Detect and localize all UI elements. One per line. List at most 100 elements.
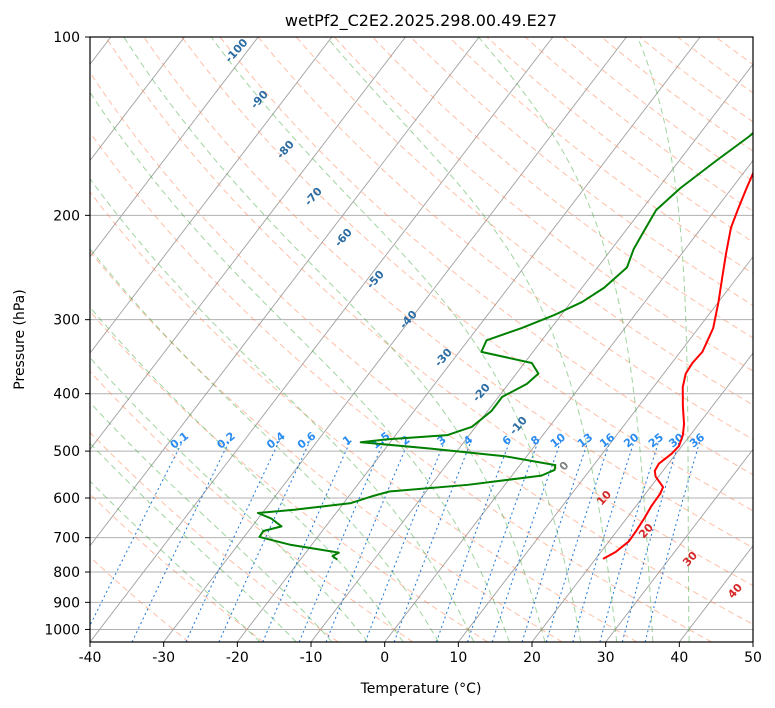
y-tick-label: 800 [53,565,80,581]
mixing-ratio-line [90,440,184,627]
isotherm-line [90,37,333,354]
mixing-ratio-label: 36 [687,430,707,450]
isotherm-label: -20 [470,381,493,405]
moist-adiabat-line [123,37,546,642]
x-tick-label: 0 [380,650,389,666]
isotherm-line [90,37,406,451]
adiabat-label: 40 [725,581,745,601]
mixing-ratio-line [644,440,701,642]
mixing-ratio-line [467,440,539,642]
isotherm-line [90,37,554,642]
moist-adiabat-line [90,91,510,642]
mixing-ratio-line [521,440,589,642]
mixing-ratio-line [262,440,352,642]
moist-adiabat-line [210,37,582,642]
dry-adiabat-line [90,493,264,642]
adiabat-label: 30 [680,549,700,569]
dry-adiabat-line [295,37,753,406]
isotherm-line [384,159,753,642]
x-axis-label: Temperature (°C) [360,681,482,697]
dry-adiabat-line [90,370,414,642]
mixing-ratio-line [325,440,410,642]
mixing-ratio-label: 13 [575,431,595,451]
isotherm-line [163,37,627,642]
y-tick-label: 500 [53,444,80,460]
isotherm-line [457,256,753,642]
y-tick-label: 100 [53,30,80,46]
plot-frame [89,36,754,643]
isotherm-label: -30 [432,346,455,370]
x-tick-label: -40 [79,650,102,666]
dry-adiabat-line [105,37,753,587]
mixing-ratio-line [185,440,280,642]
adiabat-label: 0 [557,459,572,474]
x-tick-label: 40 [670,650,688,666]
mixing-ratio-line [393,440,472,642]
isotherm-line [90,37,480,547]
y-tick-label: 1000 [44,622,80,638]
dry-adiabat-line [143,37,753,549]
dry-adiabat-line [372,37,753,339]
dry-adiabat-line [257,37,753,441]
isotherm-label: -60 [332,226,355,250]
moist-adiabat-line [90,178,475,642]
moist-adiabat-line [90,442,297,642]
isotherm-label: -80 [274,138,297,162]
mixing-ratio-label: 1 [340,433,354,448]
mixing-ratio-label: 6 [500,433,514,448]
dry-adiabat-line [90,191,638,642]
y-tick-label: 400 [53,387,80,403]
x-tick-label: 30 [597,650,615,666]
dry-adiabat-line [448,37,753,275]
isotherm-label: -10 [507,414,530,438]
dry-adiabat-line [90,310,488,642]
moist-adiabat-line [636,37,690,642]
isotherm-line [605,448,753,642]
dry-adiabat-line [90,556,190,642]
mixing-ratio-line [572,440,635,642]
x-tick-label: 10 [449,650,467,666]
x-tick-label: -10 [300,650,323,666]
mixing-ratio-label: 8 [528,433,542,448]
dry-adiabat-line [715,37,753,66]
moist-adiabat-line [90,356,369,642]
mixing-ratio-label: 16 [597,430,617,450]
moist-adiabat-line [90,401,333,642]
mixing-ratio-label: 0.1 [168,429,191,451]
mixing-ratio-line [545,440,611,642]
y-tick-label: 900 [53,595,80,611]
y-axis-label: Pressure (hPa) [12,289,28,389]
isotherm-label: -50 [364,268,387,292]
adiabat-label: 10 [594,488,614,508]
y-tick-label: 200 [53,208,80,224]
dewpoint-line [256,131,753,561]
x-tick-label: 20 [523,650,541,666]
x-tick-label: -20 [226,650,249,666]
moist-adiabat-line [90,306,404,642]
chart-title: wetPf2_C2E2.2025.298.00.49.E27 [285,11,557,31]
mixing-ratio-line [218,440,311,642]
mixing-ratio-label: 0.2 [214,429,237,451]
isotherm-label: -70 [302,185,325,209]
x-tick-label: 50 [744,650,762,666]
isotherm-line [90,37,259,258]
dry-adiabat-line [90,250,563,642]
isotherm-line [90,37,185,162]
mixing-ratio-label: 25 [646,431,666,451]
mixing-ratio-line [364,440,446,642]
mixing-ratio-line [298,440,385,642]
moist-adiabat-line [326,37,618,642]
mixing-ratio-line [131,440,231,642]
moist-adiabat-line [90,247,439,642]
y-tick-label: 600 [53,491,80,507]
y-tick-label: 300 [53,313,80,329]
moist-adiabat-line [478,37,654,642]
dry-adiabat-line [754,37,775,642]
moist-adiabat-line [90,480,261,642]
mixing-ratio-line [621,440,680,642]
isotherm-label: -100 [222,36,250,65]
temperature-line [602,170,753,560]
isotherm-line [752,641,753,642]
isotherm-line [678,544,753,642]
